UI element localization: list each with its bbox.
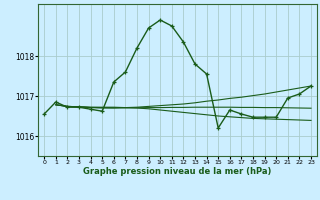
X-axis label: Graphe pression niveau de la mer (hPa): Graphe pression niveau de la mer (hPa) [84, 167, 272, 176]
